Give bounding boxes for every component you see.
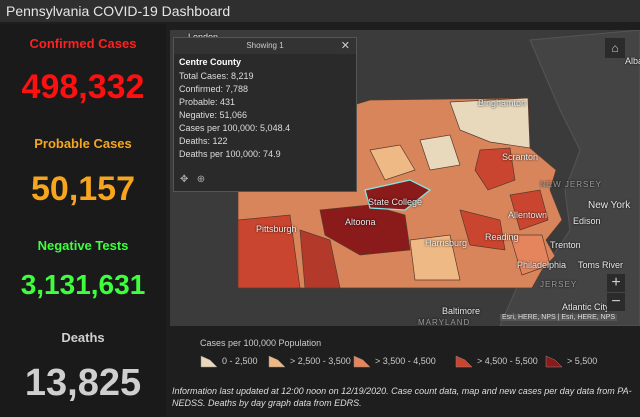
stat-value: 13,825	[24, 362, 142, 404]
close-button[interactable]: ✕	[340, 40, 350, 52]
map-label: JERSEY	[540, 280, 578, 289]
title: Pennsylvania COVID-19 Dashboard	[6, 3, 231, 19]
stats-panel: Confirmed Cases 498,332 Probable Cases 5…	[0, 24, 166, 417]
legend-swatch	[455, 355, 473, 368]
stat-value: 498,332	[21, 68, 145, 106]
stat-label: Negative Tests	[37, 238, 129, 253]
map-label: State College	[368, 197, 423, 207]
map-label: Harrisburg	[425, 238, 468, 248]
legend-label: > 5,500	[567, 356, 598, 366]
stat-label: Probable Cases	[34, 136, 132, 151]
stat-value: 50,157	[31, 170, 135, 208]
map-label: Allentown	[508, 210, 548, 220]
legend: Cases per 100,000 Population 0 - 2,500 > …	[170, 332, 640, 377]
popup-header: Showing 1 ✕	[174, 38, 356, 54]
legend-item: > 2,500 - 3,500	[268, 354, 351, 368]
footer: Information last updated at 12:00 noon o…	[172, 386, 632, 408]
legend-swatch	[268, 355, 286, 368]
map-label: Binghamton	[478, 98, 527, 108]
popup-line: Total Cases: 8,219	[179, 71, 254, 81]
map-label: Alban	[625, 56, 640, 66]
map-label: MARYLAND	[418, 318, 471, 326]
popup-line: Negative: 51,066	[179, 110, 248, 120]
header: Pennsylvania COVID-19 Dashboard	[0, 0, 640, 22]
zoom-in[interactable]: +	[607, 274, 625, 292]
popup-line: Probable: 431	[179, 97, 236, 107]
map-label: Trenton	[550, 240, 581, 250]
stat-label: Confirmed Cases	[29, 36, 137, 51]
map-label: Atlantic City	[562, 302, 610, 312]
legend-swatch	[353, 355, 371, 368]
map-label: Baltimore	[442, 306, 481, 316]
popup: Showing 1 ✕ Centre County Total Cases: 8,…	[173, 37, 357, 192]
legend-item: > 5,500	[545, 354, 597, 368]
zoom-out[interactable]: −	[607, 293, 625, 311]
map-label: Philadelphia	[517, 260, 567, 270]
popup-tools[interactable]: ✥ ⊕	[180, 174, 206, 185]
popup-county: Centre County	[179, 57, 242, 67]
legend-title: Cases per 100,000 Population	[200, 338, 322, 348]
map-label: NEW JERSEY	[540, 180, 603, 189]
popup-heading: Showing 1	[246, 41, 284, 50]
popup-line: Confirmed: 7,788	[179, 84, 249, 94]
map-label: Edison	[573, 216, 601, 226]
legend-label: > 4,500 - 5,500	[477, 356, 538, 366]
map-label: Toms River	[578, 260, 624, 270]
map-label: Reading	[485, 232, 519, 242]
popup-line: Cases per 100,000: 5,048.4	[179, 123, 291, 133]
legend-swatch	[545, 355, 563, 368]
legend-item: 0 - 2,500	[200, 354, 258, 368]
legend-swatch	[200, 355, 218, 368]
home-button[interactable]: ⌂	[605, 38, 625, 58]
popup-line: Deaths per 100,000: 74.9	[179, 149, 281, 159]
map-label: New York	[588, 200, 631, 211]
legend-label: > 2,500 - 3,500	[290, 356, 351, 366]
legend-label: 0 - 2,500	[222, 356, 258, 366]
stat-label: Deaths	[61, 330, 105, 345]
map-label: Scranton	[502, 152, 539, 162]
popup-line: Deaths: 122	[179, 136, 228, 146]
attribution: Esri, HERE, NPS | Esri, HERE, NPS	[500, 314, 618, 321]
map-label: Pittsburgh	[256, 224, 297, 234]
stat-value: 3,131,631	[20, 269, 146, 300]
legend-label: > 3,500 - 4,500	[375, 356, 436, 366]
popup-body: Total Cases: 8,219 Confirmed: 7,788 Probab…	[174, 70, 356, 161]
map-label: Altoona	[345, 217, 376, 227]
legend-item: > 3,500 - 4,500	[353, 354, 436, 368]
legend-item: > 4,500 - 5,500	[455, 354, 538, 368]
